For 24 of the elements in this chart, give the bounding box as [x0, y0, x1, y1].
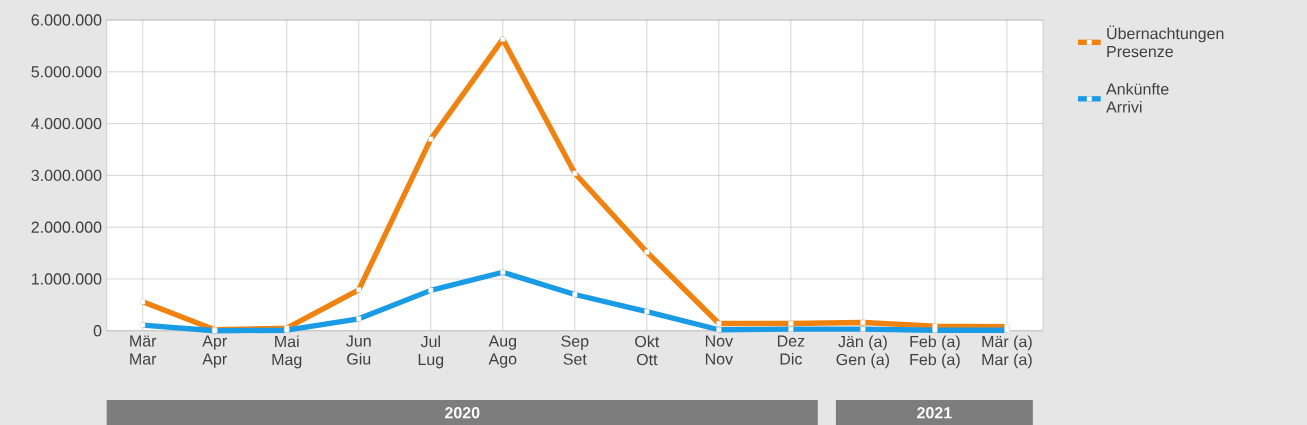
x-tick-label: Jän (a) Gen (a)	[836, 335, 889, 369]
text: 2020	[445, 406, 480, 419]
x-tick-label: Jun Giu	[346, 335, 371, 365]
y-tick-label: 5.000.000	[31, 65, 102, 78]
legend-label: Übernachtungen Presenze	[1107, 25, 1224, 57]
x-tick-label: Sep Set	[561, 335, 589, 365]
x-tick-label: Dez Dic	[777, 335, 805, 365]
x-tick-label: Mär (a) Mar (a)	[982, 335, 1032, 369]
x-tick-label: Jul Lug	[418, 335, 444, 369]
y-tick-label: 6.000.000	[31, 14, 102, 26]
y-tick-label: 4.000.000	[31, 117, 102, 130]
y-tick-label: 0	[93, 324, 102, 337]
x-tick-label: Apr Apr	[202, 335, 227, 368]
x-tick-label: Feb (a) Feb (a)	[910, 335, 960, 369]
text: 2021	[917, 406, 952, 419]
y-tick-label: 3.000.000	[31, 169, 102, 181]
legend-label: Ankünfte Arrivi	[1106, 82, 1169, 113]
x-tick-label: Okt Ott	[635, 335, 660, 365]
x-tick-label: Mai Mag	[272, 335, 302, 369]
x-tick-label: Nov Nov	[705, 335, 734, 365]
x-tick-label: Aug Ago	[488, 335, 517, 368]
y-tick-label: 1.000.000	[32, 273, 102, 285]
x-tick-label: Mär Mar	[130, 335, 157, 365]
y-tick-label: 2.000.000	[31, 221, 102, 233]
